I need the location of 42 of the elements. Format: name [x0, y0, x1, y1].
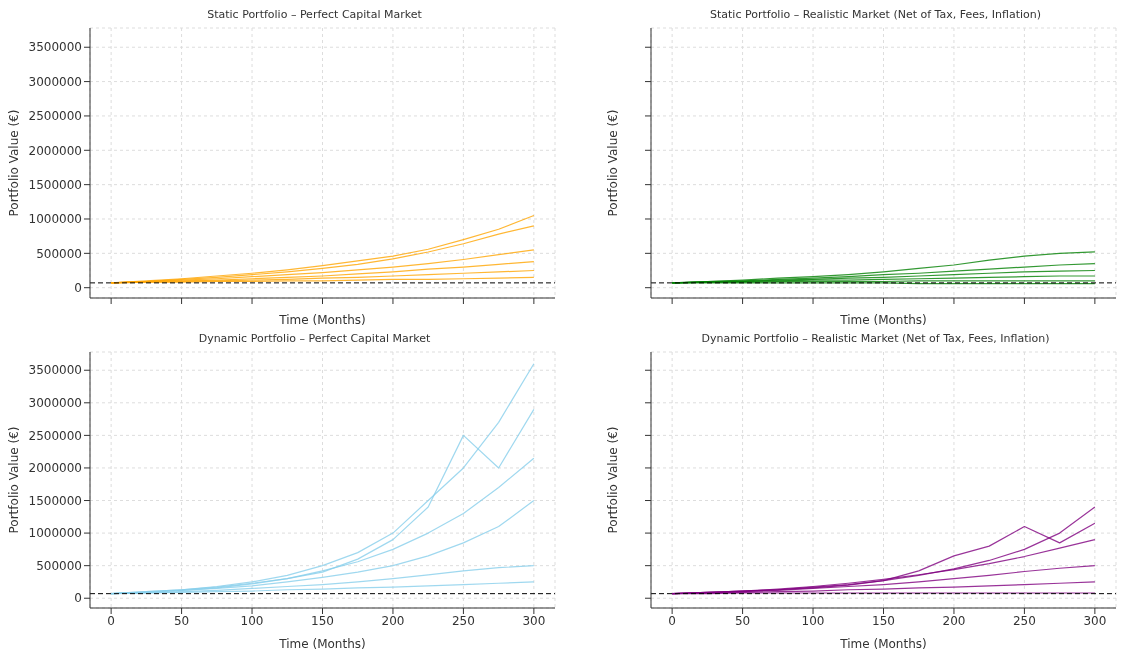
chart-title: Dynamic Portfolio – Realistic Market (Net of Tax, Fees, Inflation)	[700, 332, 1051, 347]
x-tick-label: 50	[173, 613, 190, 628]
y-tick-label: 1500000	[28, 493, 82, 508]
y-tick-label: 500000	[36, 246, 82, 261]
y-tick-label: 1000000	[28, 526, 82, 541]
y-tick-label: 3500000	[28, 363, 82, 378]
x-tick-label: 150	[311, 613, 334, 628]
y-axis-title: Portfolio Value (€)	[606, 426, 621, 534]
x-axis-title: Time (Months)	[278, 637, 366, 651]
y-tick-label: 3500000	[28, 40, 82, 55]
x-tick-label: 300	[522, 613, 546, 628]
y-tick-label: 1000000	[28, 212, 82, 227]
x-axis-title: Time (Months)	[839, 313, 927, 327]
x-axis-title: Time (Months)	[839, 637, 927, 651]
x-tick-label: 250	[451, 613, 475, 628]
x-tick-label: 150	[872, 613, 895, 628]
y-tick-label: 3000000	[28, 74, 82, 89]
x-tick-label: 100	[801, 613, 825, 628]
chart-title: Static Portfolio – Perfect Capital Market	[206, 8, 423, 23]
x-tick-label: 0	[668, 613, 676, 628]
y-tick-label: 500000	[36, 558, 82, 573]
y-tick-label: 2500000	[28, 428, 82, 443]
y-tick-label: 2500000	[28, 109, 82, 124]
y-axis-title: Portfolio Value (€)	[606, 109, 621, 217]
chart-title: Static Portfolio – Realistic Market (Net of Tax, Fees, Inflation)	[709, 8, 1042, 23]
y-tick-label: 2000000	[28, 143, 82, 158]
x-tick-label: 300	[1083, 613, 1107, 628]
x-tick-label: 200	[381, 613, 405, 628]
y-tick-label: 1500000	[28, 177, 82, 192]
x-tick-label: 250	[1012, 613, 1036, 628]
chart-title: Dynamic Portfolio – Perfect Capital Market	[197, 332, 432, 347]
x-axis-title: Time (Months)	[278, 313, 366, 327]
y-axis-title: Portfolio Value (€)	[7, 426, 22, 534]
y-tick-label: 0	[74, 280, 82, 295]
y-axis-title: Portfolio Value (€)	[7, 109, 22, 217]
x-tick-label: 0	[107, 613, 115, 628]
x-tick-label: 50	[734, 613, 751, 628]
y-tick-label: 2000000	[28, 461, 82, 476]
x-tick-label: 200	[942, 613, 966, 628]
x-tick-label: 100	[240, 613, 264, 628]
y-tick-label: 3000000	[28, 396, 82, 411]
y-tick-label: 0	[74, 591, 82, 606]
